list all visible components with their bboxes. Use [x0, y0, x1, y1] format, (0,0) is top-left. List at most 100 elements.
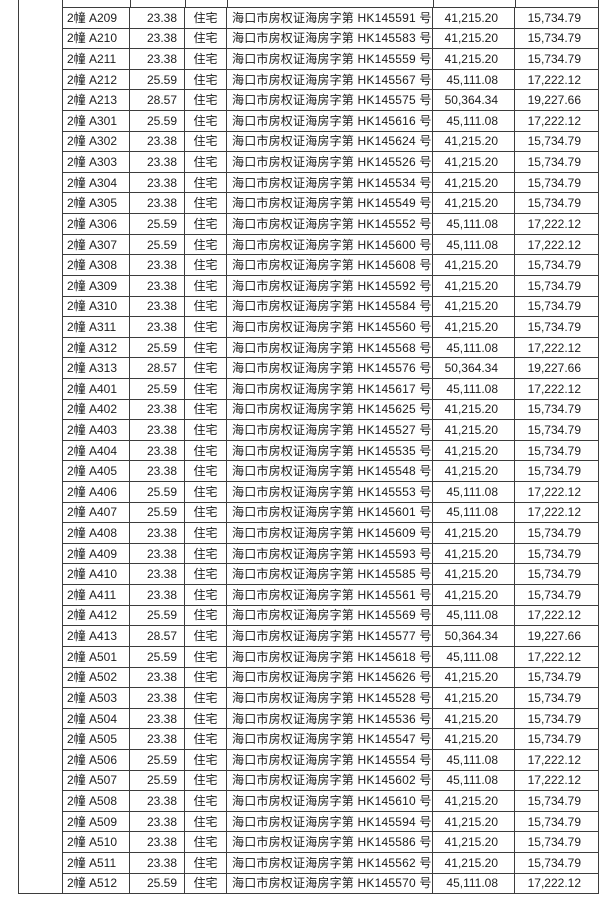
cell-area: 23.38: [130, 49, 185, 69]
cell-cert: 海口市房权证海房字第 HK145626 号: [227, 667, 433, 688]
cell-area: 23.38: [130, 317, 185, 337]
table-row: 2幢 A505 23.38 住宅 海口市房权证海房字第 HK145547 号 41,21…: [62, 729, 598, 750]
cell-unit: 2幢 A302: [62, 131, 130, 152]
cell-v1: 41,215.20: [433, 420, 515, 440]
cell-unit: 2幢 A412: [62, 605, 130, 626]
cell-v1: 45,111.08: [433, 337, 515, 358]
table-row: 2幢 A409 23.38 住宅 海口市房权证海房字第 HK145593 号 41,21…: [62, 543, 598, 565]
cell-unit: 2幢 A510: [62, 832, 130, 852]
cell-v1: 41,215.20: [433, 172, 515, 193]
table-row: 2幢 A313 28.57 住宅 海口市房权证海房字第 HK145576 号 50,36…: [62, 358, 598, 379]
cell-v1: 41,215.20: [433, 564, 515, 585]
cell-type: 住宅: [185, 317, 227, 337]
cell-v2: 15,734.79: [527, 196, 581, 211]
cell-v1: 41,215.20: [433, 440, 515, 461]
cell-v2: 17,222.12: [527, 340, 581, 355]
table-row: 2幢 A303 23.38 住宅 海口市房权证海房字第 HK145526 号 41,21…: [62, 152, 598, 173]
cell-unit: 2幢 A403: [62, 420, 130, 440]
cell-unit: 2幢 A503: [62, 688, 130, 708]
cell-cert: 海口市房权证海房字第 HK145569 号: [227, 605, 433, 626]
cell-unit: 2幢 A213: [62, 90, 130, 111]
cell-v2: 17,222.12: [527, 608, 581, 623]
table-row: 2幢 A504 23.38 住宅 海口市房权证海房字第 HK145536 号 41,21…: [62, 708, 598, 730]
cell-v1: 45,111.08: [433, 234, 515, 255]
cell-area: 25.59: [130, 605, 185, 626]
cell-unit: 2幢 A413: [62, 626, 130, 646]
cell-v2: 17,222.12: [527, 381, 581, 396]
cell-v2: 15,734.79: [527, 670, 581, 685]
cell-v2: 15,734.79: [527, 258, 581, 273]
cell-cert: 海口市房权证海房字第 HK145602 号: [227, 770, 433, 791]
cell-v1: 41,215.20: [433, 688, 515, 708]
table-row: 2幢 A305 23.38 住宅 海口市房权证海房字第 HK145549 号 41,21…: [62, 193, 598, 215]
cell-v1: 41,215.20: [433, 131, 515, 152]
cell-v2: 15,734.79: [527, 793, 581, 808]
cell-area: 25.59: [130, 214, 185, 234]
cell-type: 住宅: [185, 749, 227, 770]
cell-unit: 2幢 A310: [62, 296, 130, 317]
cell-v2: 17,222.12: [527, 752, 581, 767]
cell-v1: 41,215.20: [433, 667, 515, 688]
cell-v1: 41,215.20: [433, 8, 515, 28]
cell-area: 25.59: [130, 770, 185, 791]
cell-area: 23.38: [130, 667, 185, 688]
cell-unit: 2幢 A311: [62, 317, 130, 337]
cell-cert: 海口市房权证海房字第 HK145617 号: [227, 378, 433, 399]
table-row: 2幢 A506 25.59 住宅 海口市房权证海房字第 HK145554 号 45,11…: [62, 749, 598, 771]
cell-type: 住宅: [185, 482, 227, 502]
cell-cert: 海口市房权证海房字第 HK145609 号: [227, 523, 433, 543]
table-row: 2幢 A507 25.59 住宅 海口市房权证海房字第 HK145602 号 45,11…: [62, 770, 598, 792]
table-row: 2幢 A410 23.38 住宅 海口市房权证海房字第 HK145585 号 41,21…: [62, 564, 598, 586]
cell-cert: 海口市房权证海房字第 HK145562 号: [227, 852, 433, 873]
cell-cert: 海口市房权证海房字第 HK145567 号: [227, 69, 433, 90]
cell-v1: 41,215.20: [433, 255, 515, 275]
cell-cert: 海口市房权证海房字第 HK145600 号: [227, 234, 433, 255]
cell-v2: 15,734.79: [527, 587, 581, 602]
cell-cert: 海口市房权证海房字第 HK145575 号: [227, 90, 433, 111]
cell-area: 23.38: [130, 8, 185, 28]
cell-area: 23.38: [130, 523, 185, 543]
cell-area: 25.59: [130, 502, 185, 523]
cell-v1: 45,111.08: [433, 605, 515, 626]
cell-v2: 15,734.79: [527, 526, 581, 541]
cell-area: 23.38: [130, 296, 185, 317]
cell-cert: 海口市房权证海房字第 HK145536 号: [227, 708, 433, 729]
cell-cert: 海口市房权证海房字第 HK145625 号: [227, 399, 433, 420]
cell-area: 25.59: [130, 482, 185, 502]
cell-unit: 2幢 A508: [62, 791, 130, 811]
cell-v2: 15,734.79: [527, 402, 581, 417]
cell-type: 住宅: [185, 811, 227, 832]
cell-unit: 2幢 A304: [62, 172, 130, 193]
cell-unit: 2幢 A309: [62, 275, 130, 296]
cell-unit: 2幢 A305: [62, 193, 130, 214]
cell-v1: 41,215.20: [433, 28, 515, 49]
table-row: 2幢 A407 25.59 住宅 海口市房权证海房字第 HK145601 号 45,11…: [62, 502, 598, 524]
cell-type: 住宅: [185, 28, 227, 49]
table-row: 2幢 A508 23.38 住宅 海口市房权证海房字第 HK145610 号 41,21…: [62, 791, 598, 812]
cell-v1: 41,215.20: [433, 852, 515, 873]
cell-v1: 45,111.08: [433, 873, 515, 894]
cell-cert: 海口市房权证海房字第 HK145608 号: [227, 255, 433, 275]
cell-type: 住宅: [185, 832, 227, 852]
table-row: 2幢 A301 25.59 住宅 海口市房权证海房字第 HK145616 号 45,11…: [62, 111, 598, 132]
table-row: 2幢 A312 25.59 住宅 海口市房权证海房字第 HK145568 号 45,11…: [62, 337, 598, 359]
grid-line-table-left: [62, 0, 63, 894]
cell-area: 25.59: [130, 873, 185, 894]
cell-area: 23.38: [130, 585, 185, 605]
cell-type: 住宅: [185, 399, 227, 420]
cell-cert: 海口市房权证海房字第 HK145577 号: [227, 626, 433, 646]
cell-v2: 19,227.66: [527, 93, 581, 108]
cell-unit: 2幢 A308: [62, 255, 130, 275]
cell-v2: 17,222.12: [527, 216, 581, 231]
cell-area: 23.38: [130, 152, 185, 172]
cell-v2: 15,734.79: [527, 464, 581, 479]
table-row: 2幢 A401 25.59 住宅 海口市房权证海房字第 HK145617 号 45,11…: [62, 378, 598, 400]
cell-cert: 海口市房权证海房字第 HK145528 号: [227, 688, 433, 708]
table-row: 2幢 A413 28.57 住宅 海口市房权证海房字第 HK145577 号 50,36…: [62, 626, 598, 647]
table-row: 2幢 A411 23.38 住宅 海口市房权证海房字第 HK145561 号 41,21…: [62, 585, 598, 606]
cell-unit: 2幢 A307: [62, 234, 130, 255]
table-row: 2幢 A307 25.59 住宅 海口市房权证海房字第 HK145600 号 45,11…: [62, 234, 598, 256]
cell-unit: 2幢 A312: [62, 337, 130, 358]
table-row: 2幢 A405 23.38 住宅 海口市房权证海房字第 HK145548 号 41,21…: [62, 461, 598, 483]
cell-v2: 15,734.79: [527, 422, 581, 437]
